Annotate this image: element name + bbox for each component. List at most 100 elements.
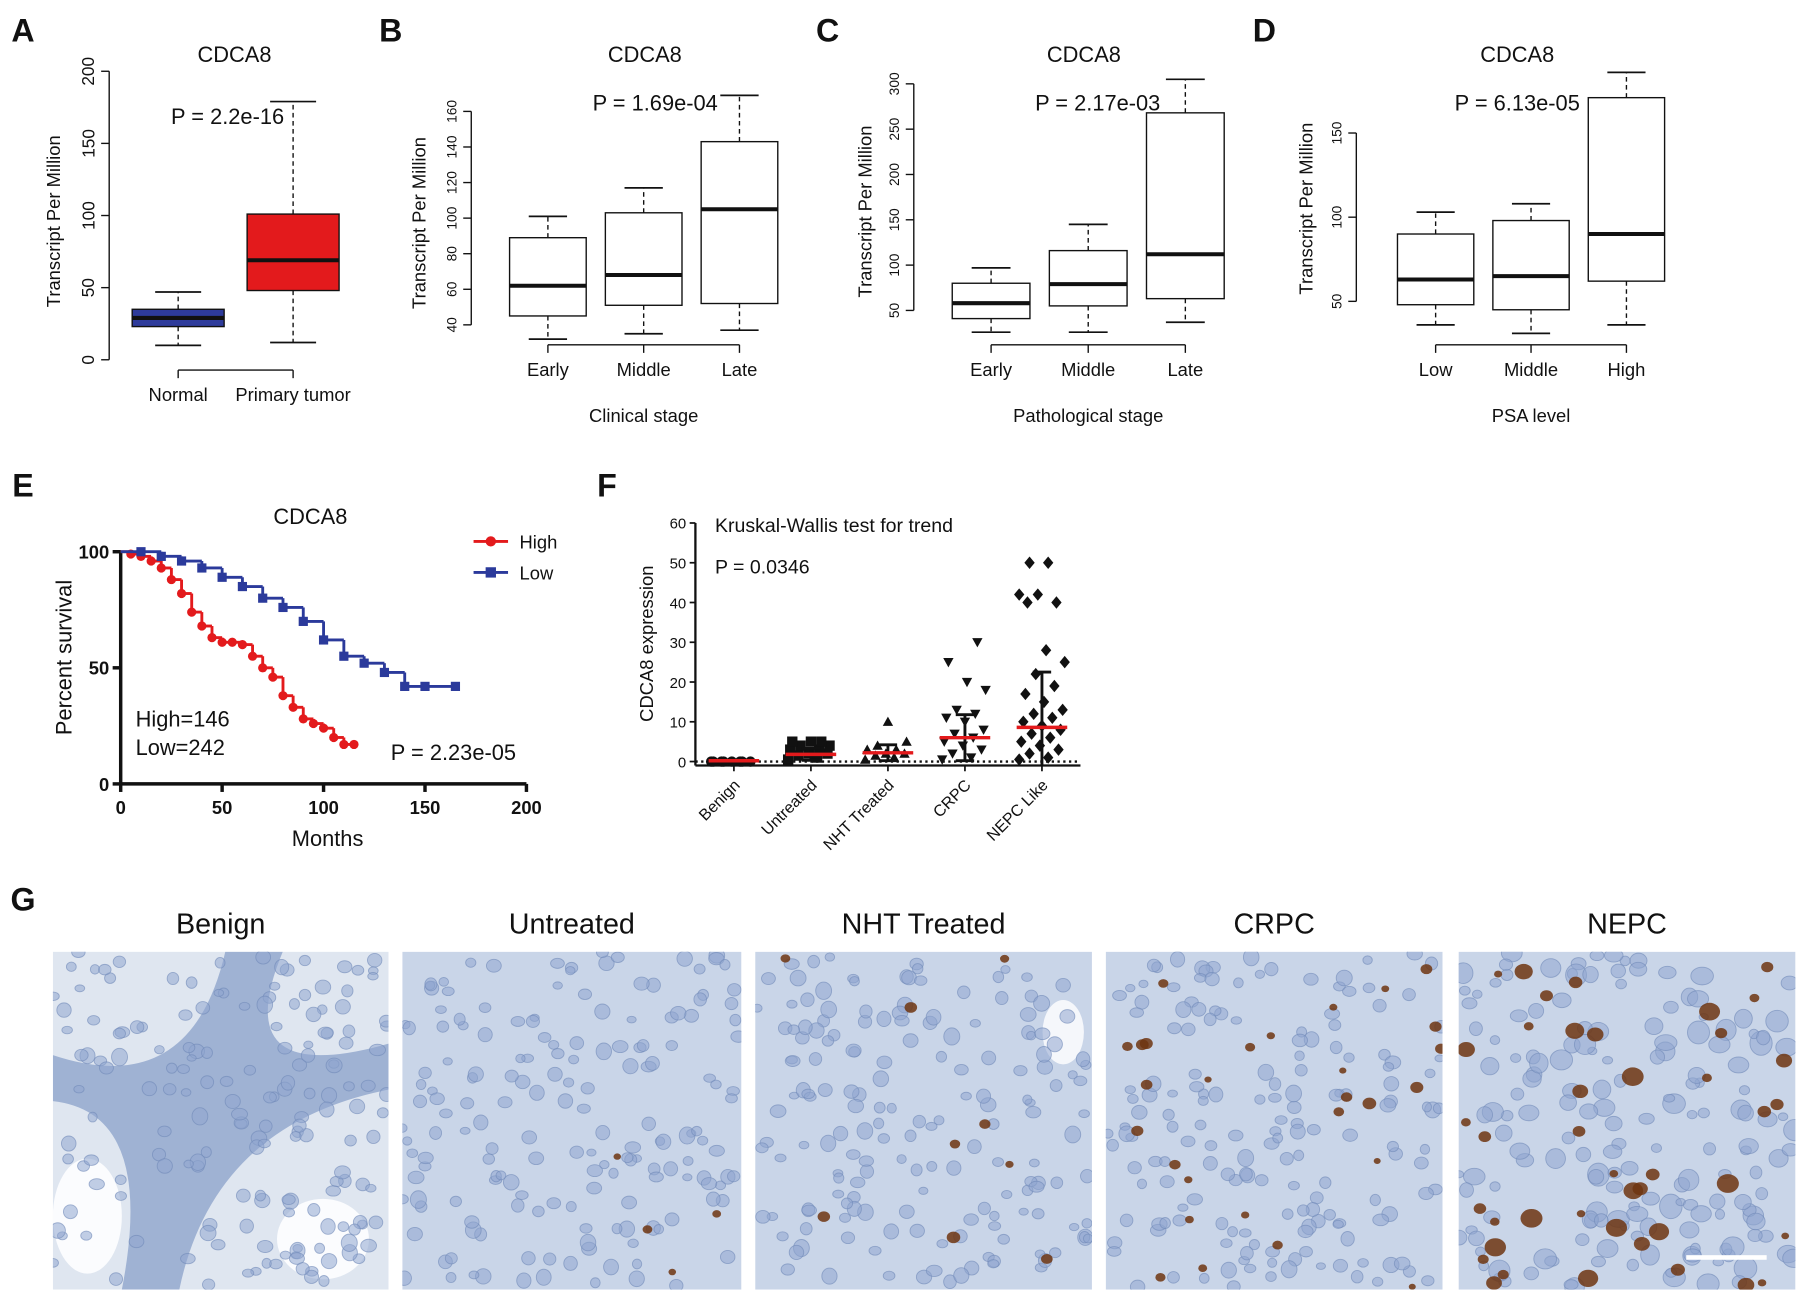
y-tick-label: 60	[444, 281, 459, 297]
tissue-cell	[898, 1204, 915, 1219]
tissue-cell	[1424, 1068, 1436, 1079]
tissue-cell	[911, 963, 924, 975]
tissue-cell	[325, 1185, 342, 1197]
data-point	[811, 752, 823, 763]
tissue-cell	[1749, 1165, 1763, 1180]
tissue-cell	[56, 1002, 72, 1018]
tissue-cell	[465, 957, 477, 968]
stained-nucleus	[1623, 1182, 1644, 1200]
tissue-cell	[87, 1111, 98, 1123]
tissue-cell	[1031, 1208, 1045, 1220]
tissue-cell	[1281, 1208, 1294, 1220]
tissue-cell	[532, 1205, 545, 1218]
tissue-cell	[439, 1108, 453, 1119]
tissue-cell	[1329, 1040, 1343, 1055]
survival-marker	[450, 681, 461, 691]
tissue-cell	[1714, 1208, 1726, 1220]
data-point	[872, 740, 883, 750]
tissue-cell	[1459, 1182, 1474, 1198]
tissue-cell	[162, 1083, 177, 1096]
tissue-cell	[586, 1181, 603, 1195]
tissue-cell	[882, 1270, 896, 1281]
lumen	[52, 1158, 122, 1274]
tissue-cell	[886, 1102, 897, 1114]
tissue-cell	[992, 970, 1005, 984]
stained-nucleus	[1577, 1269, 1599, 1287]
survival-marker	[318, 723, 329, 733]
survival-marker	[258, 663, 268, 673]
tissue-cell	[626, 1015, 637, 1024]
tissue-cell	[925, 1121, 938, 1131]
tissue-cell	[957, 985, 971, 1000]
tissue-cell	[1545, 1148, 1566, 1169]
tissue-cell	[1476, 1106, 1494, 1124]
panel-letter: A	[11, 12, 34, 48]
tissue-cell	[303, 1087, 316, 1100]
tissue-cell	[925, 1008, 942, 1026]
tissue-cell	[873, 1117, 885, 1130]
tissue-cell	[478, 1002, 492, 1013]
tissue-cell	[111, 1047, 128, 1067]
stained-nucleus	[1005, 1160, 1014, 1168]
tissue-cell	[843, 1084, 860, 1099]
tissue-cell	[1386, 1140, 1399, 1153]
tissue-cell	[98, 963, 112, 976]
tissue-cell	[516, 1272, 532, 1289]
tissue-cell	[1274, 1115, 1288, 1125]
tissue-cell	[636, 1039, 650, 1052]
x-axis-label: Pathological stage	[1013, 405, 1163, 426]
tissue-cell	[1638, 1112, 1655, 1125]
x-axis-label: PSA level	[1492, 405, 1571, 426]
x-axis-label: Clinical stage	[589, 405, 698, 426]
tissue-cell	[1703, 1142, 1717, 1156]
tissue-cell	[858, 1155, 874, 1167]
tissue-cell	[682, 1173, 693, 1182]
tissue-cell	[1421, 1275, 1435, 1287]
tissue-cell	[112, 955, 127, 968]
tissue-cell	[1125, 983, 1136, 993]
tissue-cell	[376, 1107, 389, 1119]
tissue-cell	[1738, 1085, 1751, 1096]
tissue-cell	[366, 1129, 381, 1145]
tissue-cell	[1106, 1246, 1122, 1257]
tissue-cell	[52, 1222, 66, 1239]
tissue-cell	[98, 1061, 114, 1075]
data-point	[870, 750, 881, 760]
data-point	[1051, 596, 1062, 609]
tissue-cell	[52, 991, 60, 1001]
tissue-cell	[839, 1212, 852, 1223]
tissue-cell	[424, 977, 438, 992]
survival-marker	[187, 607, 197, 617]
stained-nucleus	[1473, 1203, 1487, 1214]
tissue-cell	[1468, 1021, 1483, 1036]
tissue-cell	[1362, 955, 1373, 965]
tissue-cell	[202, 1278, 216, 1290]
stained-nucleus	[1140, 1079, 1153, 1090]
tissue-cell	[873, 1101, 886, 1114]
tissue-cell	[515, 1190, 529, 1201]
tissue-cell	[1226, 1280, 1241, 1290]
tissue-cell	[1658, 965, 1677, 980]
stained-nucleus	[1169, 1159, 1181, 1170]
tissue-cell	[611, 1222, 623, 1235]
tissue-cell	[769, 1104, 787, 1118]
data-point	[978, 725, 989, 735]
survival-marker	[349, 739, 359, 750]
survival-marker	[308, 718, 319, 729]
stained-nucleus	[1041, 1253, 1053, 1264]
tissue-cell	[1018, 1207, 1029, 1216]
tissue-cell	[1186, 1193, 1203, 1206]
tissue-cell	[1677, 1168, 1700, 1191]
tissue-cell	[368, 1215, 384, 1230]
tissue-cell	[109, 1272, 124, 1286]
tissue-cell	[485, 1142, 499, 1155]
tissue-cell	[325, 1057, 343, 1074]
tissue-cell	[258, 1119, 273, 1133]
data-point	[1018, 715, 1029, 728]
tissue-cell	[1575, 1146, 1592, 1163]
tissue-cell	[1471, 989, 1483, 999]
tissue-cell	[537, 1032, 552, 1043]
tissue-cell	[200, 1075, 215, 1090]
tissue-cell	[832, 1189, 845, 1199]
tissue-cell	[780, 1263, 795, 1276]
